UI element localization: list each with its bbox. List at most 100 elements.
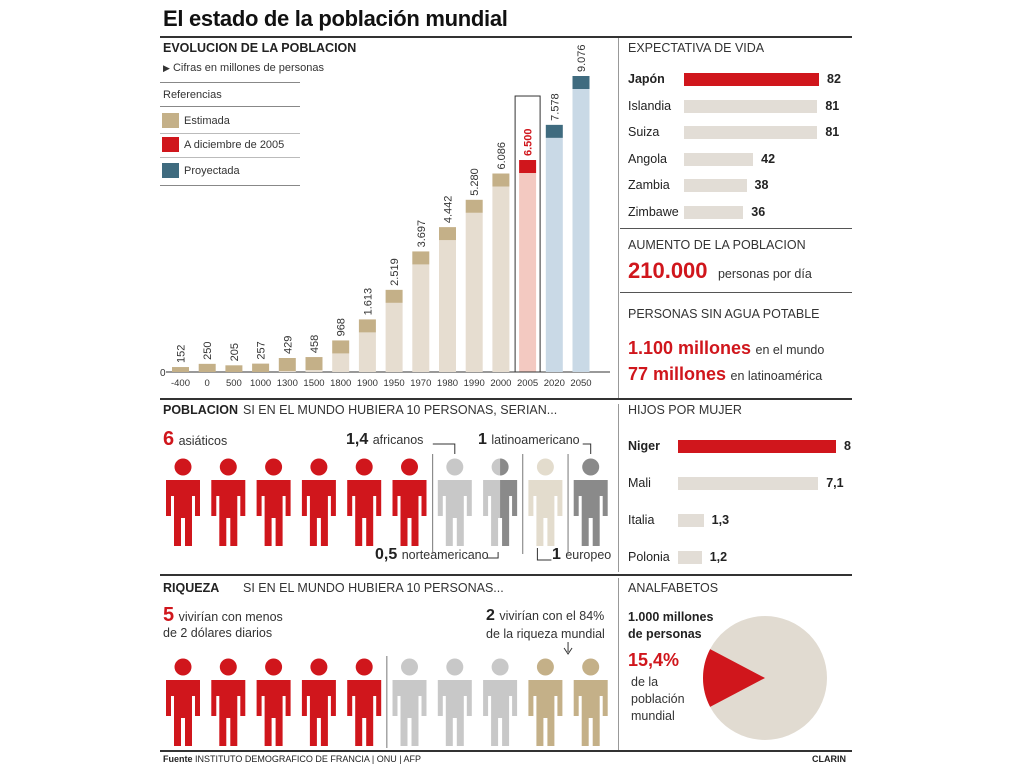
poor-text-1: vivirían con menos — [178, 610, 283, 624]
legend-swatch-projected — [162, 163, 179, 178]
person-head — [174, 658, 192, 676]
bar-value-label: 1.613 — [362, 288, 374, 316]
legend-label-projected: Proyectada — [184, 165, 240, 177]
person-body — [392, 480, 427, 546]
footer-source-label: Fuente — [163, 754, 193, 764]
children-bar — [678, 514, 704, 527]
north-label: 0,5 norteamericano — [375, 546, 489, 564]
person-body — [256, 480, 291, 546]
poor-person-icon — [301, 658, 336, 746]
bar-value-label: 257 — [256, 341, 268, 359]
life-expectancy-label: Zambia — [628, 178, 670, 192]
wealth-subheading: SI EN EL MUNDO HUBIERA 10 PERSONAS... — [243, 581, 504, 595]
latin-american-person-icon — [528, 458, 563, 546]
legend-title: Referencias — [163, 89, 222, 101]
bar-body — [572, 89, 590, 372]
population-heading: POBLACION — [163, 403, 238, 417]
children-label: Niger — [628, 439, 660, 453]
bar-body — [305, 370, 323, 372]
asian-person-icon — [211, 458, 246, 546]
rich-text-2: de la riqueza mundial — [486, 627, 605, 641]
north-american-person-icon — [500, 458, 518, 546]
bar-value-label: 458 — [309, 335, 321, 353]
person-head — [500, 458, 509, 476]
water-heading: PERSONAS SIN AGUA POTABLE — [628, 307, 820, 321]
person-body — [528, 480, 563, 546]
bar — [519, 160, 537, 174]
bar-body — [332, 353, 350, 372]
bar-value-label: 6.086 — [496, 142, 508, 170]
person-head — [174, 458, 192, 476]
person-body — [166, 680, 200, 746]
person-body — [256, 680, 291, 746]
person-body — [500, 480, 518, 546]
illiteracy-line-2: de personas — [628, 627, 702, 641]
life-expectancy-value: 81 — [825, 125, 840, 139]
poor-person-icon — [211, 658, 246, 746]
person-body — [347, 680, 382, 746]
legend-divider — [160, 185, 300, 186]
illiteracy-desc-3: mundial — [631, 709, 675, 723]
rich-text-1: vivirían con el 84% — [499, 609, 605, 623]
illiteracy-percent: 15,4% — [628, 650, 680, 670]
person-head — [310, 658, 328, 676]
bar-value-label: 250 — [202, 341, 214, 359]
wealth-people-graphic — [166, 642, 608, 748]
legend-rule-top — [160, 82, 300, 83]
person-body — [437, 680, 472, 746]
person-body — [211, 480, 246, 546]
asian-person-icon — [392, 458, 427, 546]
children-value: 8 — [844, 439, 851, 453]
bar — [172, 367, 189, 372]
latam-text: latinoamericano — [491, 433, 580, 447]
x-tick-label: 1990 — [464, 378, 485, 389]
person-body — [437, 480, 472, 546]
x-tick-label: 1970 — [410, 378, 431, 389]
asian-person-icon — [347, 458, 382, 546]
footer-source-text: INSTITUTO DEMOGRAFICO DE FRANCIA | ONU |… — [195, 754, 422, 764]
legend-rule — [160, 106, 300, 107]
children-value: 7,1 — [826, 476, 844, 490]
bar — [305, 357, 323, 371]
growth-value: 210.000 personas por día — [628, 258, 812, 284]
highlight-frame — [514, 95, 541, 373]
evolution-subtitle: ▶ Cifras en millones de personas — [163, 62, 325, 74]
europe-connector — [536, 548, 552, 561]
person-body — [528, 680, 563, 746]
africa-number: 1,4 — [346, 431, 369, 448]
bar-body — [278, 371, 296, 372]
x-tick-label: 1980 — [437, 378, 458, 389]
life-expectancy-value: 38 — [754, 178, 769, 192]
bar-body — [545, 137, 563, 372]
rich-person-icon — [573, 658, 608, 746]
person-head — [310, 458, 328, 476]
column-divider-top — [618, 38, 619, 400]
bar-body — [412, 264, 430, 372]
legend-label-estimated: Estimada — [184, 115, 230, 127]
person-head — [536, 658, 554, 676]
person-head — [582, 658, 600, 676]
life-expectancy-bar — [684, 205, 744, 219]
bar-body — [385, 302, 403, 372]
person-head — [355, 658, 373, 676]
person-body — [573, 680, 608, 746]
bar-value-label: 968 — [336, 318, 348, 336]
x-tick-label: 1500 — [303, 378, 324, 389]
africa-label: 1,4 africanos — [346, 431, 423, 449]
rich-person-icon — [528, 658, 563, 746]
bar — [278, 358, 296, 372]
x-tick-label: 1000 — [250, 378, 271, 389]
europe-text: europeo — [565, 548, 612, 562]
evolution-heading: EVOLUCION DE LA POBLACION — [163, 41, 357, 55]
column-divider-bottom — [618, 578, 619, 750]
legend-divider — [160, 133, 300, 134]
bar — [385, 289, 403, 303]
children-heading: HIJOS POR MUJER — [628, 403, 742, 417]
person-body — [483, 680, 518, 746]
life-expectancy-chart: Japón 82 Islandia 81 Suiza 81 Angola 42 Zambia 38… — [622, 60, 852, 228]
x-tick-label: -400 — [171, 378, 190, 389]
x-tick-label: 1950 — [384, 378, 405, 389]
children-bar — [678, 477, 819, 490]
latam-label: 1 latinoamericano — [478, 431, 580, 449]
north-connector — [486, 552, 499, 559]
